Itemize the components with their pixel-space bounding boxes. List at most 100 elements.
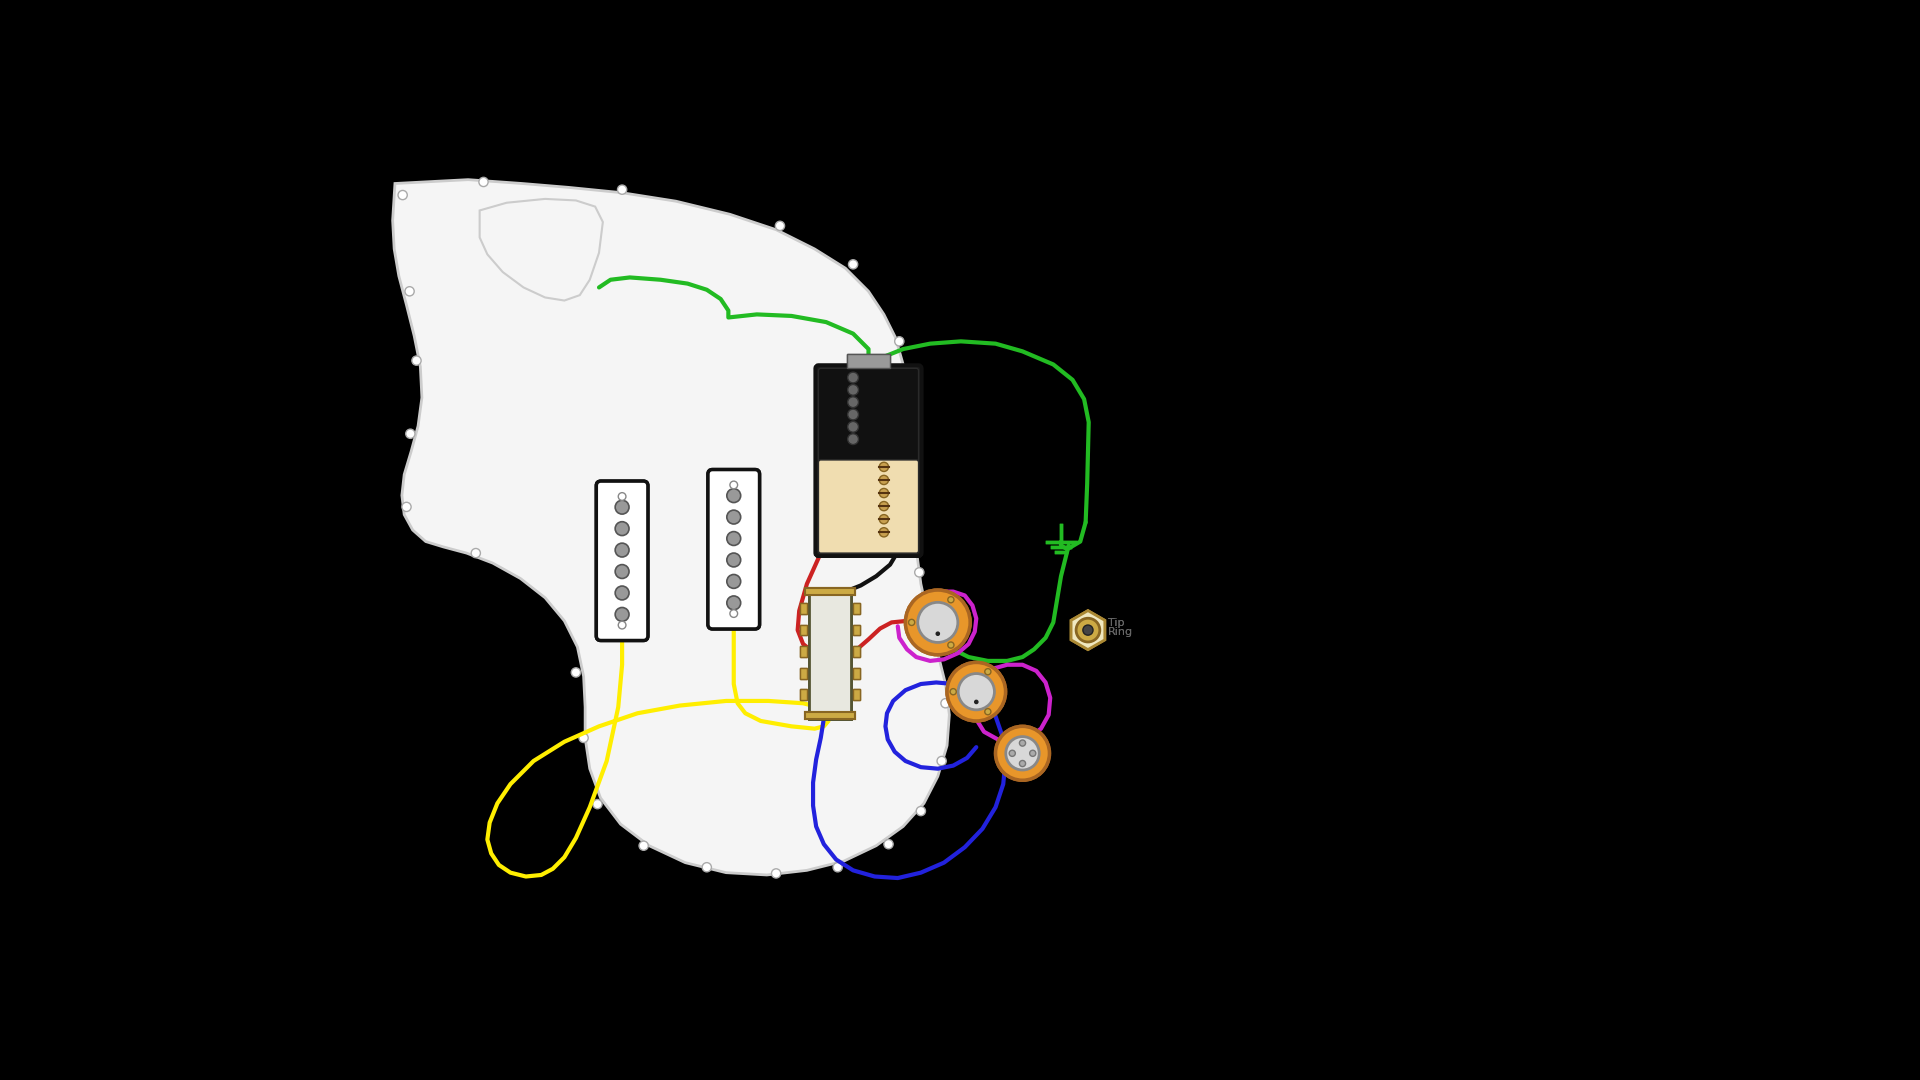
Circle shape — [397, 190, 407, 200]
Circle shape — [918, 603, 958, 643]
Circle shape — [935, 632, 941, 636]
Bar — [852, 646, 860, 657]
Circle shape — [906, 590, 970, 654]
Circle shape — [849, 434, 858, 445]
Bar — [852, 667, 860, 678]
Circle shape — [728, 488, 741, 502]
FancyBboxPatch shape — [818, 460, 918, 553]
Circle shape — [1006, 737, 1039, 770]
Bar — [852, 646, 860, 657]
Circle shape — [849, 384, 858, 395]
Bar — [804, 588, 854, 595]
Circle shape — [1010, 751, 1016, 756]
Text: Tip: Tip — [1108, 618, 1125, 629]
Circle shape — [478, 177, 488, 187]
Bar — [804, 713, 854, 719]
FancyBboxPatch shape — [818, 368, 918, 461]
Circle shape — [1075, 618, 1100, 642]
Circle shape — [948, 596, 954, 603]
Circle shape — [947, 662, 1006, 721]
Circle shape — [618, 621, 626, 629]
FancyBboxPatch shape — [597, 481, 647, 640]
Circle shape — [849, 409, 858, 420]
Polygon shape — [1071, 610, 1104, 649]
Bar — [799, 667, 806, 678]
Bar — [799, 624, 806, 635]
Circle shape — [849, 421, 858, 432]
Circle shape — [935, 632, 941, 636]
Circle shape — [916, 807, 925, 815]
Circle shape — [1075, 618, 1100, 642]
Circle shape — [728, 531, 741, 545]
Circle shape — [973, 700, 979, 704]
Bar — [804, 588, 854, 595]
Circle shape — [728, 596, 741, 610]
Bar — [808, 588, 851, 718]
Circle shape — [849, 409, 858, 420]
Bar — [852, 603, 860, 613]
FancyBboxPatch shape — [816, 365, 922, 556]
Circle shape — [728, 531, 741, 545]
Circle shape — [879, 488, 889, 498]
FancyBboxPatch shape — [816, 365, 922, 556]
Bar — [799, 689, 806, 700]
Circle shape — [914, 568, 924, 577]
Circle shape — [614, 586, 630, 599]
Circle shape — [728, 488, 741, 502]
Circle shape — [950, 689, 956, 694]
Polygon shape — [1071, 610, 1104, 649]
Circle shape — [1020, 740, 1025, 746]
Bar — [804, 713, 854, 719]
Circle shape — [730, 481, 737, 489]
Bar — [799, 689, 806, 700]
Circle shape — [614, 586, 630, 599]
Circle shape — [614, 543, 630, 557]
Circle shape — [879, 528, 889, 537]
Circle shape — [879, 462, 889, 472]
Polygon shape — [480, 199, 603, 300]
Circle shape — [728, 510, 741, 524]
Circle shape — [405, 286, 415, 296]
Circle shape — [1029, 751, 1035, 756]
Bar — [808, 588, 851, 718]
Circle shape — [1010, 751, 1016, 756]
Bar — [852, 689, 860, 700]
Circle shape — [879, 475, 889, 485]
Circle shape — [879, 475, 889, 485]
Text: Ring: Ring — [1108, 627, 1133, 637]
Circle shape — [985, 708, 991, 715]
Circle shape — [593, 799, 603, 809]
Circle shape — [776, 221, 785, 230]
Bar — [799, 624, 806, 635]
Circle shape — [883, 839, 893, 849]
Circle shape — [849, 396, 858, 407]
Circle shape — [614, 500, 630, 514]
Circle shape — [879, 462, 889, 472]
Circle shape — [1006, 737, 1039, 770]
Circle shape — [1020, 760, 1025, 767]
Circle shape — [948, 596, 954, 603]
Circle shape — [996, 727, 1050, 780]
Circle shape — [895, 337, 904, 346]
Bar — [799, 646, 806, 657]
Polygon shape — [392, 179, 948, 875]
FancyBboxPatch shape — [708, 470, 760, 629]
Circle shape — [618, 492, 626, 500]
Circle shape — [1020, 740, 1025, 746]
Circle shape — [904, 418, 914, 427]
Circle shape — [1083, 625, 1092, 635]
Circle shape — [728, 553, 741, 567]
Bar — [852, 624, 860, 635]
Text: Tip: Tip — [1108, 618, 1125, 629]
Circle shape — [730, 610, 737, 618]
Circle shape — [703, 863, 712, 872]
Circle shape — [973, 700, 979, 704]
Circle shape — [918, 603, 958, 643]
Circle shape — [985, 669, 991, 675]
Circle shape — [728, 575, 741, 589]
Circle shape — [941, 699, 950, 707]
Circle shape — [931, 633, 941, 643]
Circle shape — [728, 575, 741, 589]
Circle shape — [849, 384, 858, 395]
Circle shape — [958, 674, 995, 710]
